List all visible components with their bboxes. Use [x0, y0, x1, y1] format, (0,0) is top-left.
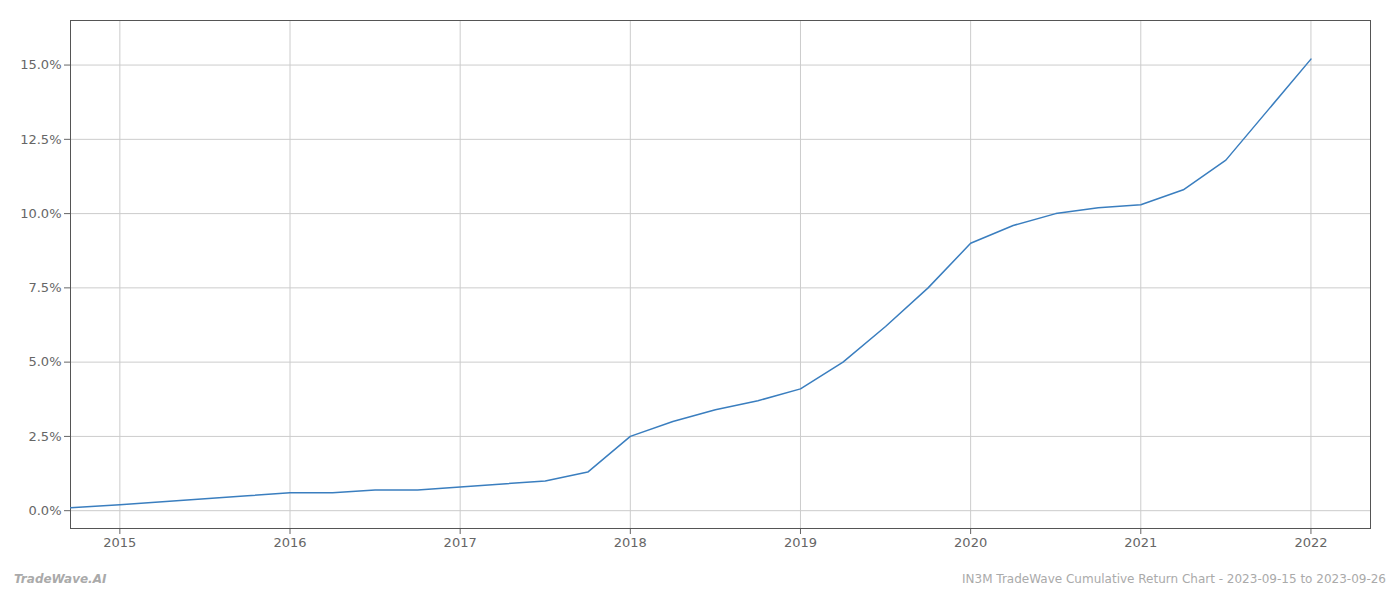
svg-text:2021: 2021: [1124, 535, 1157, 550]
html-text:TradeWave.AI: TradeWave.AI: [14, 572, 107, 586]
svg-text:10.0%: 10.0%: [20, 206, 61, 221]
svg-text:2022: 2022: [1294, 535, 1327, 550]
svg-text:2015: 2015: [103, 535, 136, 550]
svg-text:2.5%: 2.5%: [28, 429, 61, 444]
svg-text:2018: 2018: [614, 535, 647, 550]
svg-text:0.0%: 0.0%: [28, 503, 61, 518]
svg-text:7.5%: 7.5%: [28, 280, 61, 295]
svg-text:2019: 2019: [784, 535, 817, 550]
svg-text:2016: 2016: [273, 535, 306, 550]
svg-text:12.5%: 12.5%: [20, 131, 61, 146]
html-text:IN3M TradeWave Cumulative Retu: IN3M TradeWave Cumulative Return Chart -…: [962, 572, 1386, 586]
svg-text:2017: 2017: [444, 535, 477, 550]
svg-text:2020: 2020: [954, 535, 987, 550]
svg-text:5.0%: 5.0%: [28, 354, 61, 369]
svg-text:15.0%: 15.0%: [20, 57, 61, 72]
